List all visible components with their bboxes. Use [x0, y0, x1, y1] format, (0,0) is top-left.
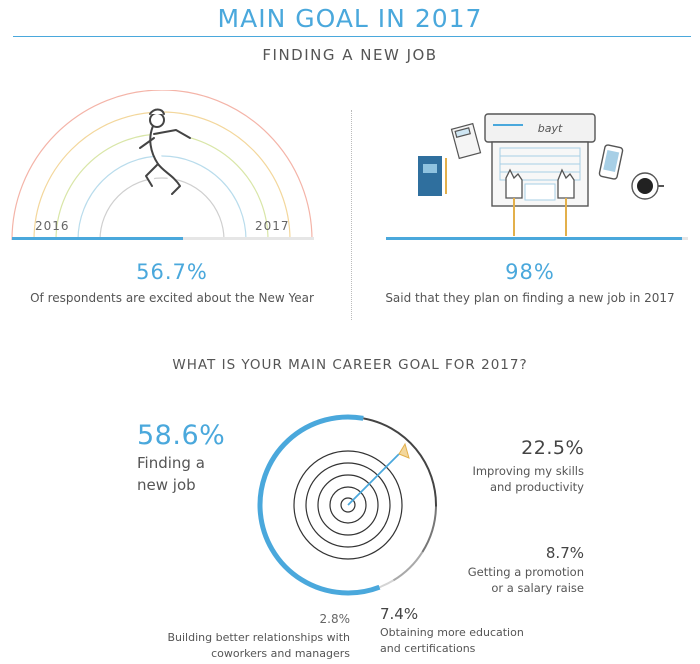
slice-label-1-line-1: Improving my skills: [472, 464, 584, 478]
excited-stat: 56.7%: [136, 260, 208, 284]
arrow-icon: [347, 442, 410, 506]
slice-value-3: 7.4%: [380, 605, 419, 623]
donut-slice-4: [379, 579, 394, 589]
job-plan-caption: Said that they plan on finding a new job…: [385, 291, 675, 305]
title-divider: [13, 36, 691, 37]
laptop-brand: bayt: [538, 122, 563, 135]
slice-label-2-line-2: or a salary raise: [491, 581, 584, 595]
chart-title: WHAT IS YOUR MAIN CAREER GOAL FOR 2017?: [172, 357, 528, 373]
left-progress-track: [12, 237, 314, 240]
slice-label-3: Obtaining more education and certificati…: [380, 625, 524, 657]
excited-caption: Of respondents are excited about the New…: [30, 291, 314, 305]
typing-hands-icon: [505, 168, 575, 236]
panel-divider: [351, 110, 352, 320]
slice-label-0: Finding a new job: [137, 452, 205, 496]
slice-value-0: 58.6%: [137, 420, 226, 451]
phone-icon: [598, 144, 624, 180]
rainbow-illustration: 2016 2017: [11, 90, 313, 241]
desk-illustration: bayt: [418, 113, 664, 236]
slice-label-2-line-1: Getting a promotion: [467, 565, 584, 579]
page-title: MAIN GOAL IN 2017: [217, 4, 483, 33]
right-progress-track: [386, 237, 688, 240]
year-start-label: 2016: [35, 219, 70, 233]
left-progress-fill: [12, 237, 184, 240]
donut-slice-3: [392, 551, 424, 582]
slice-label-0-line-1: Finding a: [137, 454, 205, 472]
job-plan-stat: 98%: [505, 260, 555, 284]
coffee-cup-icon: [631, 172, 664, 200]
rainbow-arc-3: [77, 155, 247, 241]
rainbow-arc-4: [99, 177, 225, 241]
calculator-icon: [450, 122, 482, 160]
slice-label-4-line-2: coworkers and managers: [211, 647, 350, 660]
slice-value-2: 8.7%: [545, 544, 584, 562]
slice-label-3-line-1: Obtaining more education: [380, 626, 524, 639]
slice-label-1: Improving my skills and productivity: [440, 463, 584, 495]
slice-value-1: 22.5%: [521, 437, 584, 459]
donut-slice-2: [421, 506, 437, 553]
slice-label-3-line-2: and certifications: [380, 642, 476, 655]
right-progress-fill: [386, 237, 682, 240]
career-goal-donut-chart: [257, 414, 437, 596]
notebook-icon: [418, 156, 447, 196]
slice-label-4-line-1: Building better relationships with: [167, 631, 350, 644]
slice-label-1-line-2: and productivity: [489, 480, 584, 494]
laptop-icon: bayt: [484, 113, 596, 207]
slice-label-4: Building better relationships with cowor…: [150, 630, 350, 662]
target-icon: [293, 450, 403, 560]
rainbow-arc-1: [33, 111, 291, 241]
slice-label-0-line-2: new job: [137, 476, 196, 494]
rainbow-arc-0: [11, 90, 313, 241]
runner-icon: [139, 108, 191, 195]
slice-label-2: Getting a promotion or a salary raise: [410, 564, 584, 596]
year-end-label: 2017: [255, 219, 290, 233]
page-subtitle: FINDING A NEW JOB: [262, 46, 438, 64]
rainbow-arc-2: [55, 133, 269, 241]
slice-value-4: 2.8%: [319, 612, 351, 626]
donut-slice-0: [257, 414, 381, 596]
donut-slice-1: [363, 417, 437, 507]
